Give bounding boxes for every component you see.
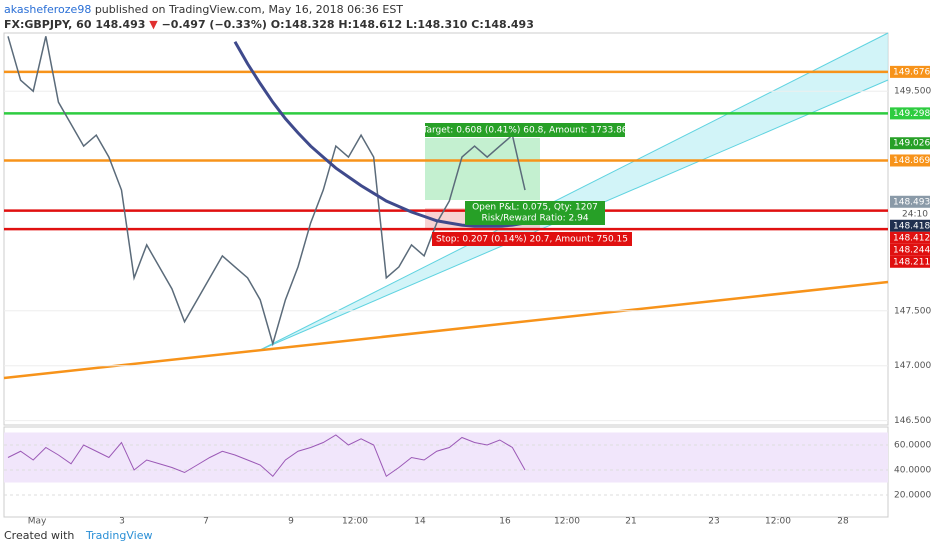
x-tick-label: 12:00 bbox=[554, 517, 580, 527]
x-tick-label: 21 bbox=[625, 517, 636, 527]
y-tick-label: 147.500 bbox=[894, 306, 931, 316]
x-tick-label: 9 bbox=[288, 517, 294, 527]
last: 148.493 bbox=[95, 18, 146, 31]
y-tick-label: 149.500 bbox=[894, 87, 931, 97]
rsi-line bbox=[7, 434, 526, 478]
target-label: Target: 0.608 (0.41%) 60.8, Amount: 1733… bbox=[421, 126, 627, 136]
series-line bbox=[233, 41, 526, 228]
price-tag-label: 149.298 bbox=[893, 109, 930, 119]
rsi-tick-label: 40.0000 bbox=[894, 466, 931, 476]
price-tag bbox=[890, 255, 930, 268]
y-tick-label: 147.000 bbox=[894, 361, 931, 371]
price-tag-label: 148.211 bbox=[893, 257, 930, 267]
ratio-label: Risk/Reward Ratio: 2.94 bbox=[481, 214, 588, 224]
arrow: ▼ bbox=[149, 18, 158, 31]
price-tag-label: 148.869 bbox=[893, 156, 930, 166]
x-tick-label: May bbox=[28, 517, 47, 527]
y-tick-label: 146.500 bbox=[894, 416, 931, 426]
price-tag-label: 148.412 bbox=[893, 233, 930, 243]
price-tag-label: 148.244 bbox=[893, 245, 930, 255]
pnl-box bbox=[465, 201, 605, 225]
stop-box bbox=[432, 232, 632, 246]
countdown: 24:10 bbox=[902, 209, 928, 219]
footer-brand[interactable]: TradingView bbox=[85, 529, 152, 542]
footer-text: Created with bbox=[4, 529, 74, 542]
trend-line bbox=[259, 32, 889, 351]
x-tick-label: 23 bbox=[708, 517, 719, 527]
change: −0.497 (−0.33%) bbox=[161, 18, 267, 31]
trend-line bbox=[3, 280, 889, 380]
price-tag bbox=[890, 154, 930, 167]
price-tag bbox=[890, 107, 930, 120]
symbol: FX:GBPJPY, 60 bbox=[4, 18, 92, 31]
rsi-tick-label: 60.0000 bbox=[894, 441, 931, 451]
x-tick-label: 12:00 bbox=[342, 517, 368, 527]
x-tick-label: 14 bbox=[414, 517, 426, 527]
target-zone bbox=[425, 138, 540, 200]
rsi-tick-label: 20.0000 bbox=[894, 491, 931, 501]
price-tag bbox=[890, 243, 930, 256]
x-tick-label: 3 bbox=[119, 517, 125, 527]
price-tag-label: 148.493 bbox=[893, 197, 930, 207]
price-tag-label: 148.418 bbox=[893, 221, 930, 231]
price-tag bbox=[890, 231, 930, 244]
series-line bbox=[7, 36, 526, 347]
price-tag bbox=[890, 195, 930, 208]
x-tick-label: 12:00 bbox=[765, 517, 791, 527]
pnl-label: Open P&L: 0.075, Qty: 1207 bbox=[472, 203, 598, 213]
target-box bbox=[425, 123, 625, 137]
x-tick-label: 16 bbox=[499, 517, 511, 527]
price-tag-label: 149.026 bbox=[893, 139, 930, 149]
price-tag-label: 149.676 bbox=[893, 67, 930, 77]
header: akasheferoze98 published on TradingView.… bbox=[4, 2, 534, 32]
stop-label: Stop: 0.207 (0.14%) 20.7, Amount: 750.15 bbox=[436, 235, 628, 245]
x-tick-label: 7 bbox=[203, 517, 209, 527]
author[interactable]: akasheferoze98 bbox=[4, 3, 92, 16]
x-tick-label: 28 bbox=[837, 517, 849, 527]
price-tag bbox=[890, 137, 930, 150]
rsi-band bbox=[4, 432, 888, 483]
ohlc: O:148.328 H:148.612 L:148.310 C:148.493 bbox=[270, 18, 534, 31]
price-tag bbox=[890, 65, 930, 78]
published: published on TradingView.com, May 16, 20… bbox=[94, 3, 404, 16]
price-tag bbox=[890, 219, 930, 232]
